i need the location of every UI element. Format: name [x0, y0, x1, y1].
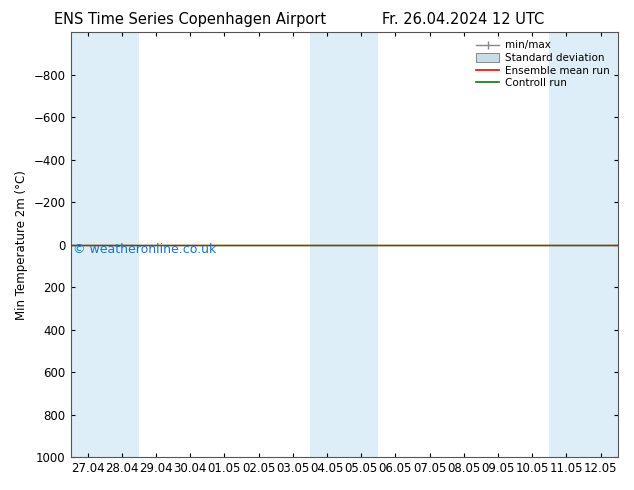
Bar	[70, 32, 105, 457]
Y-axis label: Min Temperature 2m (°C): Min Temperature 2m (°C)	[15, 170, 28, 319]
Bar	[549, 32, 583, 457]
Bar	[344, 32, 378, 457]
Bar	[583, 32, 618, 457]
Text: ENS Time Series Copenhagen Airport: ENS Time Series Copenhagen Airport	[54, 12, 327, 27]
Text: Fr. 26.04.2024 12 UTC: Fr. 26.04.2024 12 UTC	[382, 12, 544, 27]
Bar	[310, 32, 344, 457]
Text: © weatheronline.co.uk: © weatheronline.co.uk	[74, 244, 217, 256]
Legend: min/max, Standard deviation, Ensemble mean run, Controll run: min/max, Standard deviation, Ensemble me…	[473, 37, 612, 92]
Bar	[105, 32, 139, 457]
